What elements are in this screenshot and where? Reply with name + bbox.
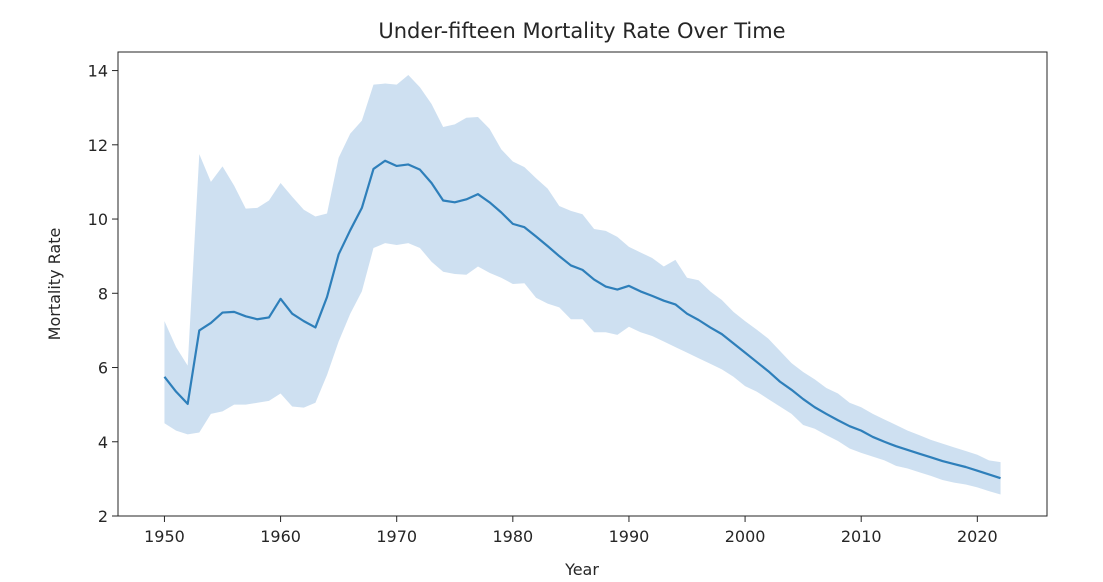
data-point <box>605 285 607 287</box>
x-tick-label: 1970 <box>376 527 417 546</box>
data-point <box>872 436 874 438</box>
data-point <box>779 380 781 382</box>
data-point <box>546 245 548 247</box>
data-point <box>732 342 734 344</box>
data-point <box>941 460 943 462</box>
data-point <box>918 452 920 454</box>
data-point <box>883 441 885 443</box>
data-point <box>500 211 502 213</box>
y-tick-label: 10 <box>88 210 108 229</box>
data-point <box>570 264 572 266</box>
data-point <box>163 376 165 378</box>
data-point <box>349 229 351 231</box>
data-point <box>895 445 897 447</box>
data-point <box>825 413 827 415</box>
data-point <box>326 296 328 298</box>
mortality-line <box>163 159 1001 480</box>
data-point <box>175 390 177 392</box>
y-tick-label: 12 <box>88 136 108 155</box>
data-point <box>303 320 305 322</box>
chart-title: Under-fifteen Mortality Rate Over Time <box>378 19 785 43</box>
data-point <box>767 370 769 372</box>
data-point <box>477 193 479 195</box>
y-axis: 2 4 6 8 10 12 14 <box>88 62 118 526</box>
data-point <box>837 419 839 421</box>
data-point <box>523 226 525 228</box>
data-point <box>396 165 398 167</box>
data-point <box>721 333 723 335</box>
x-tick-label: 1980 <box>492 527 533 546</box>
x-tick-label: 1990 <box>609 527 650 546</box>
x-tick-label: 1950 <box>144 527 185 546</box>
data-point <box>558 255 560 257</box>
data-point <box>651 295 653 297</box>
data-point <box>268 316 270 318</box>
data-point <box>419 168 421 170</box>
x-tick-label: 2010 <box>841 527 882 546</box>
data-point <box>372 168 374 170</box>
data-point <box>593 278 595 280</box>
data-point <box>291 313 293 315</box>
data-point <box>488 201 490 203</box>
x-tick-label: 1960 <box>260 527 301 546</box>
data-point <box>535 235 537 237</box>
data-point <box>384 160 386 162</box>
data-point <box>930 456 932 458</box>
data-point <box>361 207 363 209</box>
data-point <box>245 315 247 317</box>
data-point <box>674 303 676 305</box>
data-point <box>233 311 235 313</box>
data-point <box>454 201 456 203</box>
data-point <box>848 425 850 427</box>
data-point <box>999 477 1001 479</box>
data-point <box>198 329 200 331</box>
data-point <box>686 313 688 315</box>
data-point <box>755 361 757 363</box>
data-point <box>314 326 316 328</box>
data-point <box>709 326 711 328</box>
data-point <box>802 398 804 400</box>
data-point <box>430 182 432 184</box>
x-axis: 1950 1960 1970 1980 1990 2000 2010 2020 <box>144 516 998 546</box>
y-tick-label: 6 <box>98 359 108 378</box>
data-point <box>256 318 258 320</box>
data-point <box>663 300 665 302</box>
plot-area <box>163 75 1001 495</box>
data-point <box>988 473 990 475</box>
data-point <box>442 199 444 201</box>
data-point <box>221 311 223 313</box>
data-point <box>976 470 978 472</box>
data-point <box>512 223 514 225</box>
data-point <box>906 449 908 451</box>
data-point <box>628 285 630 287</box>
data-point <box>697 319 699 321</box>
data-point <box>186 403 188 405</box>
data-point <box>581 269 583 271</box>
data-point <box>210 322 212 324</box>
x-tick-label: 2020 <box>957 527 998 546</box>
data-point <box>616 288 618 290</box>
data-point <box>814 406 816 408</box>
data-point <box>953 463 955 465</box>
y-tick-label: 4 <box>98 433 108 452</box>
data-point <box>407 163 409 165</box>
y-tick-label: 8 <box>98 284 108 303</box>
data-point <box>790 389 792 391</box>
y-tick-label: 2 <box>98 507 108 526</box>
y-axis-label: Mortality Rate <box>45 228 64 341</box>
data-point <box>639 290 641 292</box>
data-point <box>279 298 281 300</box>
data-point <box>465 198 467 200</box>
x-axis-label: Year <box>564 560 599 579</box>
data-point <box>860 429 862 431</box>
data-point <box>337 253 339 255</box>
data-point <box>965 466 967 468</box>
x-tick-label: 2000 <box>725 527 766 546</box>
confidence-band <box>164 75 1001 495</box>
y-tick-label: 14 <box>88 62 108 81</box>
data-point <box>744 351 746 353</box>
plot-frame <box>117 51 1048 517</box>
